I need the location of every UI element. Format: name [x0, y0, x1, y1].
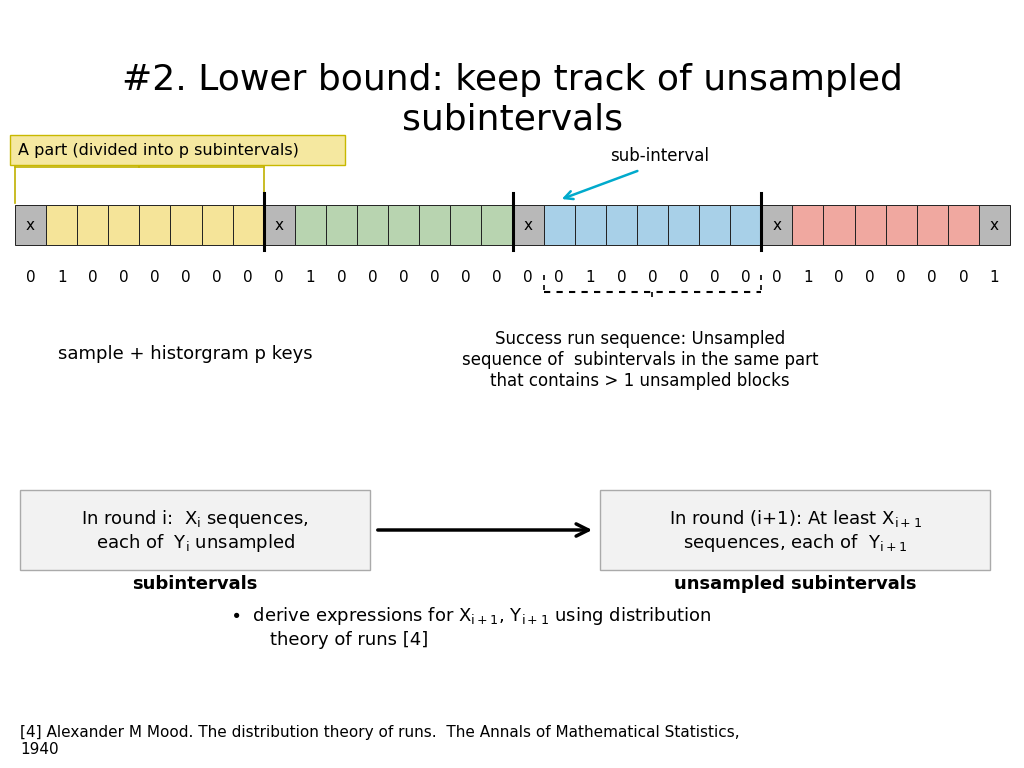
Bar — [481, 205, 512, 245]
Text: 0: 0 — [368, 270, 378, 285]
Text: x: x — [523, 217, 532, 233]
Text: 0: 0 — [181, 270, 190, 285]
Bar — [574, 205, 606, 245]
Bar — [264, 205, 295, 245]
Text: $\bullet$  derive expressions for X$_\mathregular{i+1}$, Y$_\mathregular{i+1}$ u: $\bullet$ derive expressions for X$_\mat… — [230, 605, 712, 627]
Text: 0: 0 — [26, 270, 36, 285]
Bar — [793, 205, 823, 245]
Text: Success run sequence: Unsampled
sequence of  subintervals in the same part
that : Success run sequence: Unsampled sequence… — [462, 330, 818, 389]
Bar — [761, 205, 793, 245]
Text: 1: 1 — [989, 270, 999, 285]
Text: 0: 0 — [212, 270, 222, 285]
Text: 0: 0 — [523, 270, 532, 285]
Bar — [15, 205, 46, 245]
Bar — [20, 490, 370, 570]
Bar — [77, 205, 109, 245]
Text: A part (divided into p subintervals): A part (divided into p subintervals) — [18, 143, 299, 157]
Text: 1: 1 — [586, 270, 595, 285]
Bar — [109, 205, 139, 245]
Text: 0: 0 — [399, 270, 409, 285]
Bar — [419, 205, 451, 245]
Text: x: x — [772, 217, 781, 233]
Bar — [46, 205, 77, 245]
Bar — [388, 205, 419, 245]
Bar — [544, 205, 574, 245]
Text: 0: 0 — [958, 270, 968, 285]
Bar — [823, 205, 855, 245]
Text: 0: 0 — [337, 270, 346, 285]
Text: x: x — [274, 217, 284, 233]
Bar — [10, 135, 345, 165]
Bar — [170, 205, 202, 245]
Bar — [202, 205, 232, 245]
Bar — [139, 205, 170, 245]
Text: 0: 0 — [119, 270, 129, 285]
Text: 0: 0 — [88, 270, 97, 285]
Text: sub-interval: sub-interval — [610, 147, 710, 165]
Text: In round i:  X$_\mathregular{i}$ sequences,: In round i: X$_\mathregular{i}$ sequence… — [81, 508, 309, 530]
Text: 0: 0 — [679, 270, 688, 285]
Bar — [699, 205, 730, 245]
Text: 1: 1 — [803, 270, 813, 285]
Text: 0: 0 — [835, 270, 844, 285]
Text: x: x — [990, 217, 999, 233]
Text: unsampled subintervals: unsampled subintervals — [674, 575, 916, 593]
Bar — [730, 205, 761, 245]
Text: 0: 0 — [865, 270, 874, 285]
Bar — [668, 205, 699, 245]
Bar — [295, 205, 326, 245]
Text: 0: 0 — [430, 270, 439, 285]
Text: 0: 0 — [616, 270, 626, 285]
Text: 0: 0 — [896, 270, 906, 285]
Text: #2. Lower bound: keep track of unsampled
subintervals: #2. Lower bound: keep track of unsampled… — [122, 63, 902, 137]
Text: x: x — [26, 217, 35, 233]
Bar — [357, 205, 388, 245]
Text: sequences, each of  Y$_\mathregular{i+1}$: sequences, each of Y$_\mathregular{i+1}$ — [683, 532, 907, 554]
Text: 1: 1 — [305, 270, 315, 285]
Text: subintervals: subintervals — [132, 575, 258, 593]
Text: In round (i+1): At least X$_\mathregular{i+1}$: In round (i+1): At least X$_\mathregular… — [669, 508, 922, 529]
Bar — [916, 205, 948, 245]
Bar — [600, 490, 990, 570]
Text: 0: 0 — [461, 270, 471, 285]
Text: 0: 0 — [151, 270, 160, 285]
Bar — [512, 205, 544, 245]
Text: 0: 0 — [554, 270, 564, 285]
Text: sample + historgram p keys: sample + historgram p keys — [57, 345, 312, 363]
Text: 0: 0 — [710, 270, 720, 285]
Bar — [637, 205, 668, 245]
Bar — [855, 205, 886, 245]
Text: 0: 0 — [493, 270, 502, 285]
Text: 0: 0 — [647, 270, 657, 285]
Text: [4] Alexander M Mood. The distribution theory of runs.  The Annals of Mathematic: [4] Alexander M Mood. The distribution t… — [20, 725, 739, 757]
Bar — [886, 205, 916, 245]
Text: 0: 0 — [741, 270, 751, 285]
Bar — [606, 205, 637, 245]
Text: 0: 0 — [772, 270, 781, 285]
Bar — [979, 205, 1010, 245]
Bar — [232, 205, 264, 245]
Text: 0: 0 — [274, 270, 284, 285]
Bar — [948, 205, 979, 245]
Text: 1: 1 — [56, 270, 67, 285]
Text: 0: 0 — [244, 270, 253, 285]
Bar — [451, 205, 481, 245]
Text: theory of runs [4]: theory of runs [4] — [270, 631, 428, 649]
Bar — [326, 205, 357, 245]
Text: 0: 0 — [928, 270, 937, 285]
Text: each of  Y$_\mathregular{i}$ unsampled: each of Y$_\mathregular{i}$ unsampled — [95, 532, 295, 554]
